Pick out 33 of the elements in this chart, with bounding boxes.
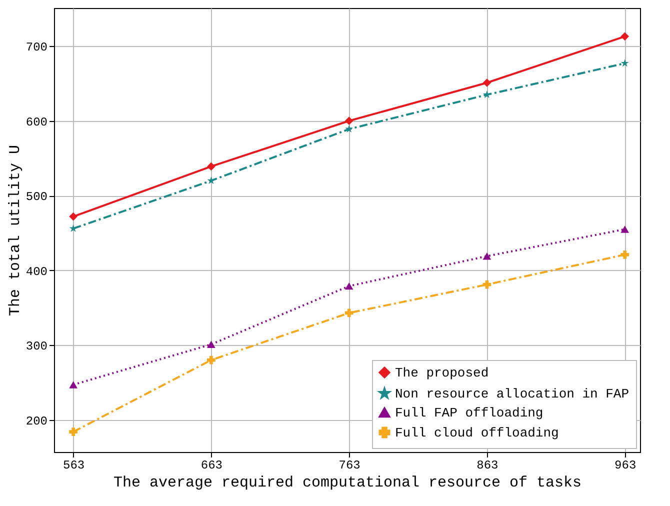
point — [620, 250, 630, 259]
x-tick-label: 763 — [338, 458, 360, 472]
legend-label: The proposed — [395, 366, 489, 380]
point — [344, 116, 354, 126]
point — [207, 162, 216, 171]
y-tick-label: 600 — [26, 115, 48, 130]
y-tick-label: 200 — [26, 414, 48, 428]
x-tick-label: 663 — [200, 458, 222, 472]
point — [207, 340, 216, 348]
y-tick-label: 500 — [26, 190, 48, 204]
x-tick-label: 863 — [476, 458, 498, 472]
legend-label: Full FAP offloading — [395, 406, 544, 420]
x-axis-title: The average required computational resource of tasks — [113, 474, 582, 492]
point — [69, 428, 78, 436]
point — [620, 59, 629, 67]
x-tick-label: 563 — [63, 458, 85, 472]
y-tick-label: 700 — [26, 40, 48, 55]
x-tick-label: 963 — [614, 458, 636, 472]
point — [344, 282, 354, 290]
point — [344, 308, 354, 318]
point — [69, 381, 78, 388]
point — [482, 78, 492, 87]
legend-label: Non resource allocation in FAP — [395, 386, 630, 402]
y-axis-title: The total utility U — [6, 144, 24, 316]
point — [620, 226, 630, 233]
legend-label: Full cloud offloading — [395, 426, 559, 440]
point — [69, 212, 78, 221]
y-tick-label: 400 — [26, 264, 48, 279]
point — [345, 124, 354, 132]
y-tick-label: 300 — [26, 340, 48, 354]
point — [482, 252, 492, 260]
point — [207, 356, 216, 364]
point — [620, 32, 630, 41]
